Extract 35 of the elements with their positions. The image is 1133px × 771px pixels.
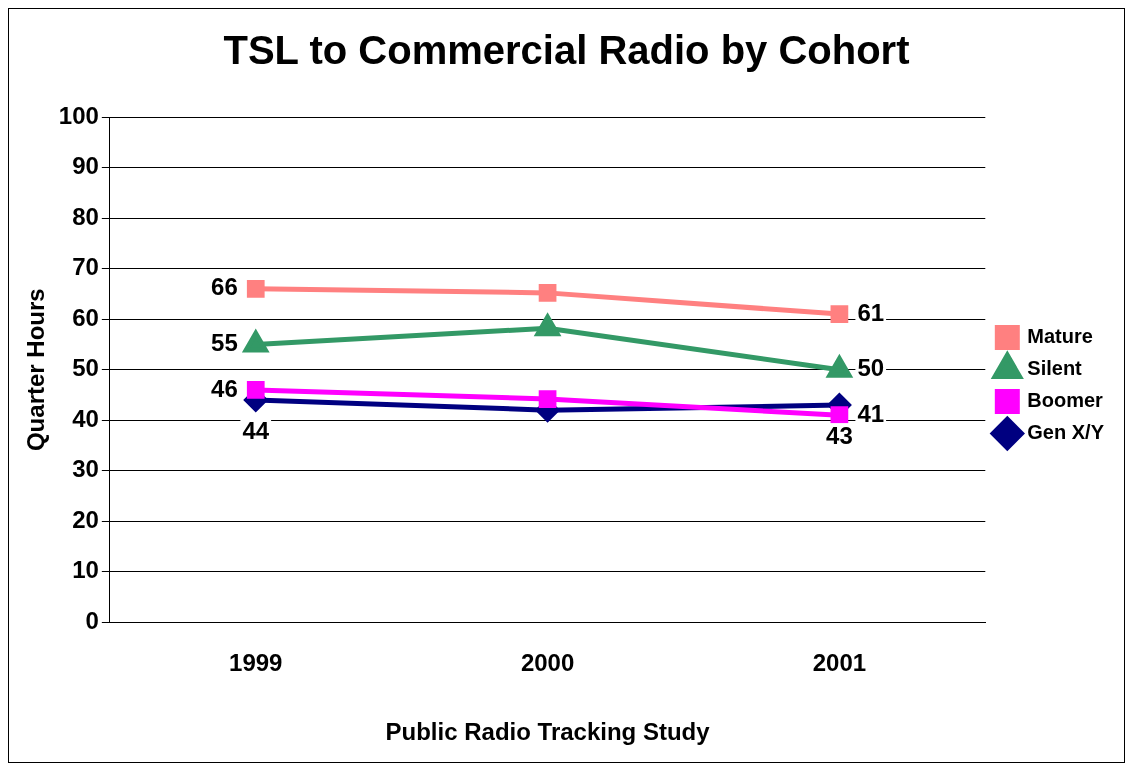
x-tick-label: 2001 [812, 649, 867, 677]
data-label: 46 [211, 374, 238, 402]
data-label: 50 [857, 354, 885, 382]
y-tick-label: 60 [72, 303, 99, 331]
legend-label: Gen X/Y [1027, 421, 1105, 444]
legend-label: Silent [1027, 357, 1083, 380]
y-tick-label: 70 [72, 253, 99, 281]
y-tick-label: 40 [72, 404, 99, 432]
y-tick-label: 30 [72, 455, 99, 483]
x-axis-title: Public Radio Tracking Study [385, 718, 711, 746]
y-axis-title: Quarter Hours [22, 288, 50, 452]
data-label: 41 [857, 399, 885, 427]
y-tick-label: 0 [85, 607, 99, 635]
legend-label: Mature [1027, 325, 1093, 348]
point [830, 305, 849, 323]
data-label: 66 [211, 273, 238, 301]
data-label: 43 [826, 421, 853, 449]
data-label: 44 [242, 416, 270, 444]
point [538, 284, 557, 302]
y-tick-label: 10 [72, 556, 99, 584]
point [538, 390, 557, 408]
y-tick-label: 90 [72, 152, 99, 180]
point [246, 279, 265, 298]
y-tick-label: 20 [72, 505, 99, 533]
data-label: 55 [211, 329, 238, 357]
y-tick-label: 80 [72, 202, 99, 230]
x-tick-label: 2000 [520, 649, 575, 677]
point [830, 406, 849, 425]
chart-title: TSL to Commercial Radio by Cohort [223, 28, 910, 73]
y-tick-label: 50 [72, 354, 99, 382]
data-label: 61 [857, 298, 885, 326]
point [246, 381, 265, 399]
legend-label: Boomer [1027, 389, 1104, 412]
x-tick-label: 1999 [229, 649, 283, 677]
y-tick-label: 100 [58, 101, 99, 129]
